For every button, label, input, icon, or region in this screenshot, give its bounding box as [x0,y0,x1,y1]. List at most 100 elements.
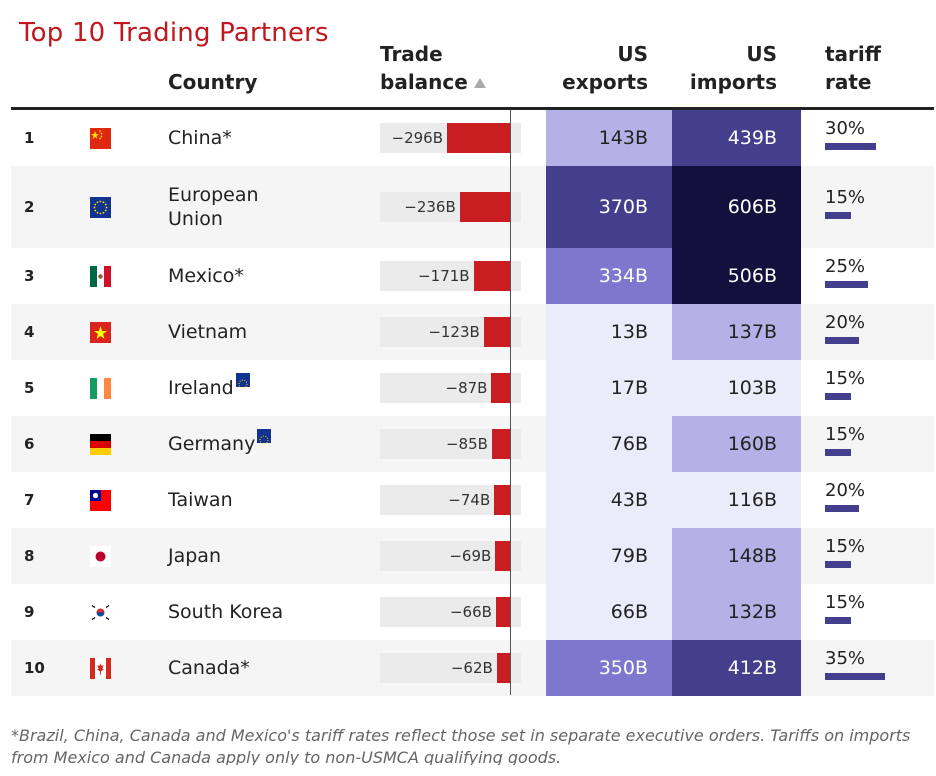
table-row[interactable]: 4 Vietnam −123B 13B 137B 20% [11,304,934,360]
sort-ascending-icon [473,78,486,88]
page-title: Top 10 Trading Partners [19,18,329,48]
balance-label: −85B [445,435,488,453]
exports-cell: 66B [546,584,672,640]
header-tariff-line1: tariff [825,42,881,66]
china-flag-icon [90,127,111,149]
tariff-label: 15% [825,424,866,445]
imports-cell: 439B [672,110,801,166]
imports-cell: 148B [672,528,801,584]
country-name-text: Mexico* [168,265,244,287]
taiwan-flag-icon [90,489,111,511]
header-tariff-rate[interactable]: tariff rate [825,40,881,96]
tariff-label: 15% [825,592,866,613]
table-row[interactable]: 7 Taiwan −74B 43B 116B 20% [11,472,934,528]
balance-bar [483,317,510,347]
table-row[interactable]: 10 Canada* −62B 350B 412B 35% [11,640,934,696]
imports-cell: 132B [672,584,801,640]
header-divider [11,107,934,110]
country-name-text: China* [168,127,232,149]
exports-cell: 370B [546,166,672,248]
country-name: European Union [168,166,268,248]
table-row[interactable]: 3 Mexico* −171B 334B 506B 25% [11,248,934,304]
rank-label: 10 [24,659,45,677]
header-us-exports-line2: exports [562,70,648,94]
header-trade-balance[interactable]: Trade balance [380,40,486,96]
balance-label: −62B [450,659,493,677]
country-name-text: Ireland [168,377,234,399]
exports-cell: 143B [546,110,672,166]
tariff-bar [825,561,851,568]
balance-label: −236B [404,198,456,216]
balance-bar [491,373,510,403]
tariff-label: 15% [825,368,866,389]
balance-bar [495,541,510,571]
table-row[interactable]: 8 Japan −69B 79B 148B 15% [11,528,934,584]
country-name-text: Taiwan [168,489,233,511]
table-row[interactable]: 6 Germany −85B 76B 160B 15% [11,416,934,472]
imports-cell: 160B [672,416,801,472]
country-name: South Korea [168,584,283,640]
country-name-text: Canada* [168,657,250,679]
exports-cell: 334B [546,248,672,304]
tariff-label: 20% [825,312,866,333]
exports-cell: 79B [546,528,672,584]
germany-flag-icon [90,433,111,455]
balance-label: −123B [428,323,480,341]
canada-flag-icon [90,657,111,679]
country-name: Canada* [168,640,250,696]
tariff-bar [825,337,860,344]
tariff-label: 20% [825,480,866,501]
country-name-text: European Union [168,184,259,230]
exports-cell: 17B [546,360,672,416]
rank-label: 9 [24,603,35,621]
rank-label: 2 [24,198,35,216]
exports-cell: 13B [546,304,672,360]
country-name: Vietnam [168,304,247,360]
balance-bar [491,429,510,459]
ireland-flag-icon [90,377,111,399]
tariff-label: 15% [825,187,866,208]
imports-cell: 103B [672,360,801,416]
footnote: *Brazil, China, Canada and Mexico's tari… [11,726,911,765]
rank-label: 5 [24,379,35,397]
tariff-label: 30% [825,118,866,139]
table-row[interactable]: 5 Ireland −87B 17B 103B 15% [11,360,934,416]
eu-member-icon [235,373,250,389]
imports-cell: 412B [672,640,801,696]
imports-cell: 137B [672,304,801,360]
header-us-imports-line2: imports [689,70,777,94]
rank-label: 1 [24,129,35,147]
tariff-bar [825,449,851,456]
exports-cell: 43B [546,472,672,528]
table-row[interactable]: 9 South Korea −66B 66B 132B 15% [11,584,934,640]
imports-cell: 606B [672,166,801,248]
header-country[interactable]: Country [168,70,258,94]
country-name: Japan [168,528,221,584]
tariff-label: 35% [825,648,866,669]
balance-bar [473,261,510,291]
tariff-bar [825,212,851,219]
header-us-imports[interactable]: US imports [677,40,777,96]
tariff-bar [825,281,868,288]
balance-label: −87B [445,379,488,397]
balance-bar [494,485,510,515]
country-name-text: South Korea [168,601,284,623]
tariff-bar [825,143,877,150]
balance-label: −296B [391,129,444,147]
table-row[interactable]: 2 European Union −236B 370B 606B 15% [11,166,934,248]
tariff-bar [825,505,860,512]
rank-label: 8 [24,547,35,565]
tariff-bar [825,617,851,624]
imports-cell: 506B [672,248,801,304]
rank-label: 7 [24,491,35,509]
balance-bar [496,653,510,683]
balance-label: −171B [418,267,470,285]
country-name: Taiwan [168,472,233,528]
tariff-label: 25% [825,256,866,277]
header-trade-balance-line1: Trade [380,42,443,66]
table-row[interactable]: 1 China* −296B 143B 439B 30% [11,110,934,166]
imports-cell: 116B [672,472,801,528]
header-tariff-line2: rate [825,70,872,94]
header-us-exports[interactable]: US exports [548,40,648,96]
tariff-bar [825,673,885,680]
